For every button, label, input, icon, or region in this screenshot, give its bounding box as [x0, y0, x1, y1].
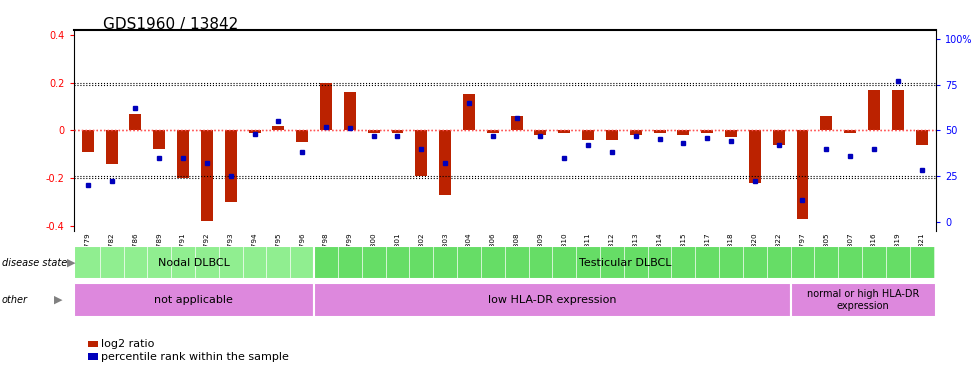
Bar — [654, 130, 665, 133]
Text: ▶: ▶ — [67, 258, 75, 267]
Bar — [511, 116, 522, 130]
Text: low HLA-DR expression: low HLA-DR expression — [488, 295, 616, 305]
Bar — [772, 130, 785, 145]
Bar — [820, 116, 832, 130]
Bar — [106, 130, 118, 164]
Bar — [82, 130, 94, 152]
Bar — [892, 90, 904, 130]
Bar — [868, 90, 880, 130]
Text: GDS1960 / 13842: GDS1960 / 13842 — [103, 17, 238, 32]
Bar — [725, 130, 737, 138]
Text: other: other — [2, 295, 28, 305]
Bar — [320, 82, 332, 130]
Bar — [749, 130, 760, 183]
Text: normal or high HLA-DR
expression: normal or high HLA-DR expression — [808, 289, 919, 311]
Bar — [201, 130, 213, 221]
Text: ▶: ▶ — [54, 295, 63, 305]
Bar — [344, 92, 356, 130]
Bar — [368, 130, 379, 133]
Bar — [915, 130, 927, 145]
Bar — [844, 130, 857, 133]
Bar — [129, 114, 141, 130]
Bar — [559, 130, 570, 133]
Bar — [487, 130, 499, 133]
Bar — [392, 130, 404, 133]
Bar — [439, 130, 451, 195]
Text: log2 ratio: log2 ratio — [101, 339, 154, 349]
Bar — [249, 130, 261, 133]
Bar — [74, 283, 315, 317]
Bar — [463, 94, 475, 130]
Bar — [630, 130, 642, 135]
Bar — [153, 130, 166, 149]
Bar — [272, 126, 284, 130]
Bar — [296, 130, 308, 142]
Bar — [582, 130, 594, 140]
Text: Nodal DLBCL: Nodal DLBCL — [158, 258, 229, 267]
Text: disease state: disease state — [2, 258, 68, 267]
Bar — [606, 130, 617, 140]
Bar — [416, 130, 427, 176]
Bar — [791, 283, 936, 317]
Text: Testicular DLBCL: Testicular DLBCL — [579, 258, 671, 267]
Bar — [224, 130, 237, 202]
Text: percentile rank within the sample: percentile rank within the sample — [101, 352, 289, 362]
Bar — [677, 130, 689, 135]
Bar — [315, 246, 936, 279]
Bar — [74, 246, 315, 279]
Bar — [797, 130, 808, 219]
Bar — [534, 130, 547, 135]
Bar — [702, 130, 713, 133]
Bar — [177, 130, 189, 178]
Bar — [315, 283, 791, 317]
Text: not applicable: not applicable — [155, 295, 233, 305]
